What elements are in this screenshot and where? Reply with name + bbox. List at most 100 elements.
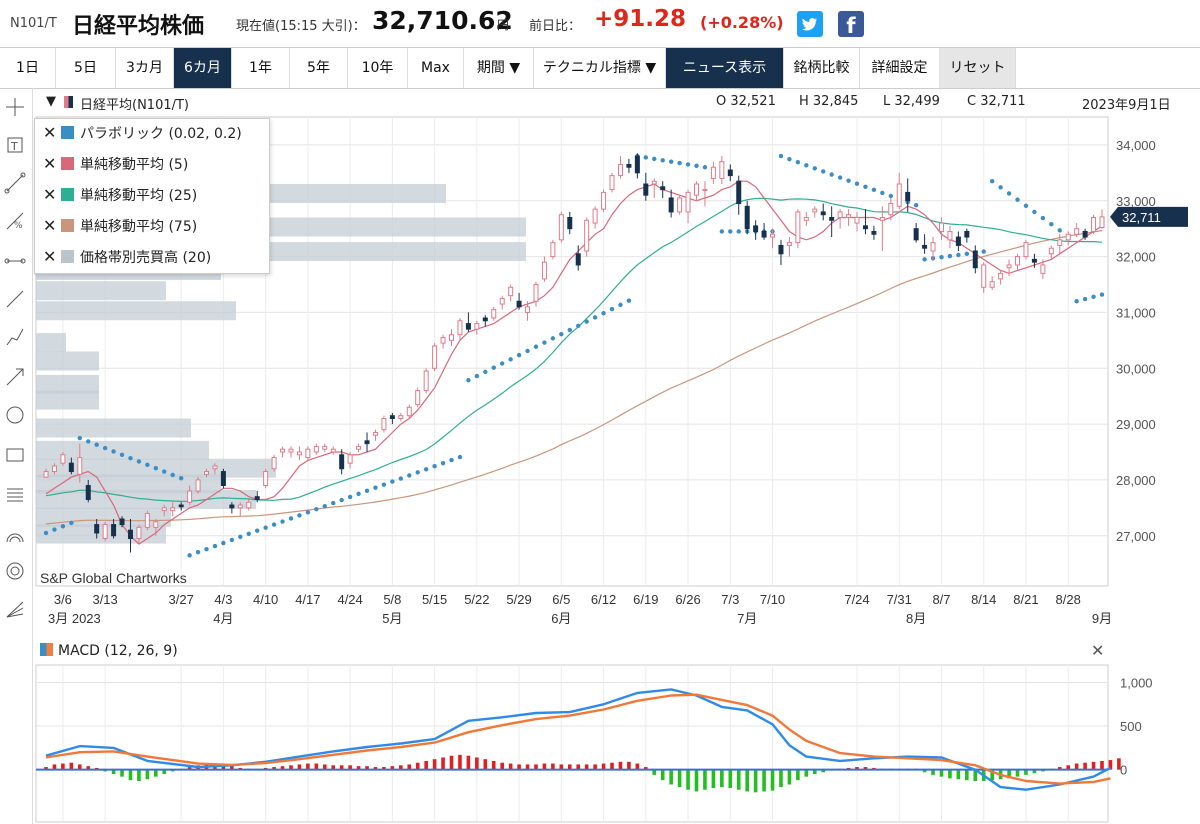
toolbar-button-1[interactable]: 5日 <box>56 48 116 88</box>
sar-dot <box>212 543 218 549</box>
macd-histogram-bar <box>297 764 302 770</box>
month-axis-label: 7月 <box>737 611 757 626</box>
candle-body <box>896 183 902 207</box>
sar-dot <box>601 311 606 316</box>
candle-body <box>51 465 57 473</box>
macd-histogram-bar <box>466 755 471 770</box>
line-tool-icon[interactable] <box>4 288 26 310</box>
rectangle-tool-icon[interactable] <box>4 444 26 466</box>
sar-dot <box>1049 222 1054 227</box>
spiral-tool-icon[interactable] <box>4 560 26 582</box>
date-axis-label: 6/5 <box>552 592 570 607</box>
arc-tool-icon[interactable] <box>4 524 26 546</box>
candle-body <box>744 205 750 230</box>
legend-item: ✕ 単純移動平均 (75) <box>43 216 197 236</box>
toolbar-button-12[interactable]: 詳細設定 <box>860 48 940 88</box>
macd-histogram-bar <box>306 763 310 770</box>
legend-item: ✕ 単純移動平均 (25) <box>43 185 197 205</box>
candle-body <box>854 217 860 224</box>
legend-label: 単純移動平均 (5) <box>80 157 189 173</box>
macd-histogram-bar <box>525 764 530 770</box>
candle-body <box>567 217 573 230</box>
candle-body <box>550 242 556 258</box>
toolbar-button-8[interactable]: 期間 ▼ <box>464 48 534 88</box>
volume-at-price-bar <box>36 374 99 394</box>
candle-body <box>693 183 699 196</box>
sar-dot <box>660 158 665 163</box>
candle-body <box>432 345 438 369</box>
candle-body <box>280 448 286 453</box>
legend-item: ✕ 単純移動平均 (5) <box>43 154 188 174</box>
toolbar-button-10[interactable]: ニュース表示 <box>666 48 784 88</box>
toolbar-button-3[interactable]: 6カ月 <box>174 48 232 88</box>
price-chart[interactable]: 27,000 28,000 29,000 30,000 31,000 32,000 33,0… <box>34 88 1200 824</box>
macd-histogram-bar <box>736 769 741 790</box>
remove-indicator-icon[interactable]: ✕ <box>43 216 57 235</box>
date-axis-label: 4/10 <box>253 592 278 607</box>
macd-histogram-bar <box>424 760 428 770</box>
macd-histogram-bar <box>567 764 572 770</box>
macd-histogram-bar <box>61 763 65 770</box>
remove-indicator-icon[interactable]: ✕ <box>43 154 57 173</box>
candle-body <box>254 496 260 500</box>
price-axis-label: 30,000 <box>1116 361 1156 376</box>
toolbar-button-4[interactable]: 1年 <box>232 48 290 88</box>
sma75-line <box>45 229 1103 525</box>
remove-indicator-icon[interactable]: ✕ <box>43 123 57 142</box>
circle-tool-icon[interactable] <box>4 404 26 426</box>
sar-dot <box>1015 197 1020 202</box>
text-tool-icon[interactable]: T <box>4 134 26 156</box>
macd-histogram-bar <box>584 764 589 770</box>
candle-body <box>1015 256 1021 266</box>
macd-histogram-bar <box>973 769 978 782</box>
polyline-icon[interactable] <box>4 326 26 348</box>
speed-lines-icon[interactable] <box>4 598 26 620</box>
toolbar-button-11[interactable]: 銘柄比較 <box>784 48 860 88</box>
candle-body <box>372 431 378 436</box>
date-axis-label: 5/22 <box>464 592 489 607</box>
sar-dot <box>626 298 632 303</box>
candle-body <box>989 281 995 288</box>
sar-dot <box>525 348 530 354</box>
sar-dot <box>804 163 809 168</box>
macd-close-icon[interactable]: ✕ <box>1091 641 1105 660</box>
last-price-tag-label: 32,711 <box>1122 210 1161 225</box>
candle-body <box>322 445 328 450</box>
toolbar-button-7[interactable]: Max <box>408 48 464 88</box>
sar-dot <box>821 169 826 174</box>
macd-histogram-bar <box>475 757 479 770</box>
percent-line-icon[interactable]: % <box>4 210 26 232</box>
macd-histogram-bar <box>449 755 454 770</box>
macd-histogram-bar <box>289 765 293 770</box>
remove-indicator-icon[interactable]: ✕ <box>43 247 57 266</box>
fibonacci-icon[interactable] <box>4 484 26 506</box>
toolbar-button-5[interactable]: 5年 <box>290 48 348 88</box>
change-label: 前日比： <box>529 19 582 34</box>
twitter-share-icon[interactable] <box>797 11 823 37</box>
toolbar-button-13[interactable]: リセット <box>940 48 1016 88</box>
macd-histogram-bar <box>576 764 581 770</box>
macd-histogram-bar <box>931 769 935 775</box>
macd-histogram-bar <box>1032 769 1037 774</box>
sar-dot <box>1099 292 1105 297</box>
toolbar-button-2[interactable]: 3カ月 <box>116 48 174 88</box>
macd-histogram-bar <box>145 769 150 780</box>
toolbar-button-9[interactable]: テクニカル指標 ▼ <box>534 48 666 88</box>
sar-dot <box>652 156 657 162</box>
remove-indicator-icon[interactable]: ✕ <box>43 185 57 204</box>
series-collapse-icon[interactable]: ▼ <box>46 94 56 109</box>
date-axis-label: 7/24 <box>844 592 869 607</box>
facebook-share-icon[interactable]: f <box>838 11 864 38</box>
horizontal-segment-icon[interactable] <box>4 250 26 272</box>
candle-body <box>1048 247 1054 255</box>
price-axis-label: 33,000 <box>1116 194 1156 209</box>
arrow-tool-icon[interactable] <box>4 366 26 388</box>
candle-body <box>389 415 395 420</box>
trend-line-icon[interactable] <box>4 172 26 194</box>
candle-body <box>905 191 911 202</box>
sar-dot <box>145 462 150 468</box>
crosshair-icon[interactable] <box>4 96 26 118</box>
toolbar-button-6[interactable]: 10年 <box>348 48 408 88</box>
macd-histogram-bar <box>154 769 158 777</box>
toolbar-button-0[interactable]: 1日 <box>0 48 56 88</box>
